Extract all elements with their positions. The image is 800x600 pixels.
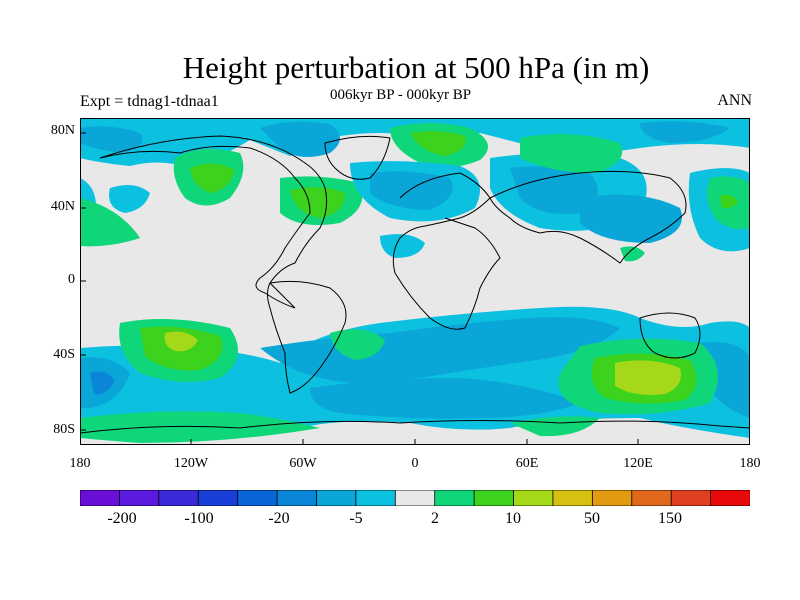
legend-swatch	[276, 490, 318, 506]
legend-swatch	[237, 490, 278, 506]
legend-swatch	[197, 490, 239, 506]
lat-label-eq: 0	[68, 272, 75, 287]
legend-swatch	[473, 490, 515, 506]
legend-swatch	[355, 490, 396, 506]
legend-swatch	[394, 490, 436, 506]
lat-label-40s: 40S	[53, 347, 75, 362]
legend-swatch	[80, 490, 121, 506]
lon-label-60w: 60W	[289, 456, 317, 471]
legend-swatch	[670, 490, 712, 506]
contour-positive-arctic	[173, 123, 488, 226]
legend-swatch	[316, 490, 357, 506]
lon-label-120e: 120E	[623, 456, 653, 471]
period-label: 006kyr BP - 000kyr BP	[330, 87, 472, 103]
legend-label: 150	[658, 510, 682, 527]
lon-label-180e: 180	[739, 456, 761, 471]
legend-swatch	[158, 490, 199, 506]
legend-label: 10	[505, 510, 521, 527]
legend-label: -5	[349, 510, 363, 527]
lat-label-40n: 40N	[50, 199, 75, 214]
lon-label-180w: 180	[69, 456, 91, 471]
legend-label: -20	[268, 510, 290, 527]
axis-ticks	[80, 132, 639, 445]
season-label: ANN	[717, 92, 752, 109]
legend-swatch	[552, 490, 594, 506]
legend-label: 50	[584, 510, 600, 527]
coastlines	[80, 135, 750, 434]
lat-label-80n: 80N	[50, 123, 75, 138]
legend-label: -200	[107, 510, 137, 527]
lon-label-60e: 60E	[515, 456, 539, 471]
legend-label: 2	[431, 510, 439, 527]
legend-swatch	[119, 490, 160, 506]
lon-label-120w: 120W	[173, 456, 209, 471]
contour-negative-arctic	[80, 118, 750, 168]
lat-label-80s: 80S	[53, 422, 75, 437]
legend-swatch	[710, 490, 750, 506]
contour-positive-midlatitude-nh	[80, 134, 750, 262]
experiment-label: Expt = tdnag1-tdnaa1	[80, 93, 219, 110]
legend-swatch	[631, 490, 672, 506]
map-title: Height perturbation at 500 hPa (in m)	[182, 50, 650, 85]
color-legend-bar	[80, 490, 750, 506]
lon-label-0: 0	[411, 456, 419, 471]
legend-swatch	[513, 490, 554, 506]
legend-label: -100	[184, 510, 214, 527]
height-perturbation-map	[80, 118, 750, 445]
legend-swatch	[434, 490, 475, 506]
legend-swatch	[591, 490, 633, 506]
